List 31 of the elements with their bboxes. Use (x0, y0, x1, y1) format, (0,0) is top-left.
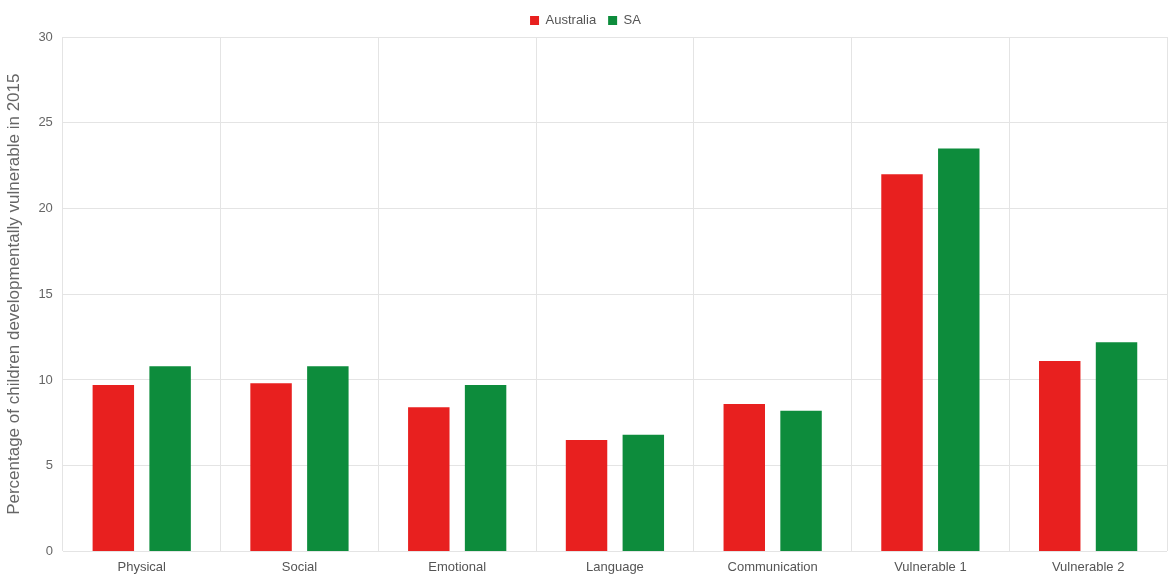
y-tick-label: 5 (45, 457, 53, 473)
bar (1039, 361, 1081, 551)
y-tick-label: 15 (38, 285, 53, 301)
bar (149, 366, 191, 551)
legend-label: SA (623, 12, 642, 28)
bar (307, 366, 349, 551)
x-tick-label: Vulnerable 1 (894, 558, 967, 574)
bar (408, 407, 450, 551)
bar (92, 385, 135, 551)
x-tick-label: Communication (727, 558, 818, 574)
x-tick-label: Social (281, 558, 318, 574)
y-tick-label: 25 (38, 114, 53, 130)
x-tick-label: Physical (117, 558, 167, 574)
y-axis-title: Percentage of children developmentally vulnerable in 2015 (3, 73, 23, 515)
y-tick-label: 0 (45, 542, 53, 558)
bar (780, 410, 822, 551)
y-tick-label: 10 (38, 371, 53, 387)
y-tick-label: 20 (38, 200, 53, 216)
bar (565, 439, 608, 551)
x-tick-label: Emotional (428, 558, 487, 574)
legend-label: Australia (545, 12, 597, 28)
bar (250, 383, 292, 551)
bar (1095, 342, 1138, 551)
x-tick-label: Vulnerable 2 (1051, 558, 1125, 574)
bar (938, 148, 980, 551)
bar (464, 385, 507, 551)
bar (622, 434, 665, 551)
y-tick-label: 30 (38, 28, 53, 44)
x-tick-label: Language (586, 558, 644, 574)
bar (881, 174, 923, 551)
bar (723, 403, 765, 551)
